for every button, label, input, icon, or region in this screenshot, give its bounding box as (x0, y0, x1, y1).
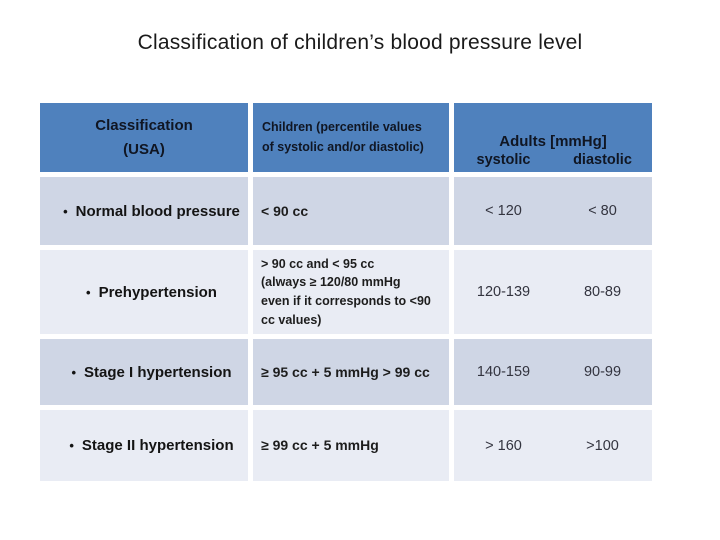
row-stage2-classification: • Stage II hypertension (40, 410, 248, 481)
page-title: Classification of children’s blood press… (137, 31, 583, 54)
bullet-icon: • (63, 203, 68, 219)
row-normal-classification: • Normal blood pressure (40, 177, 248, 245)
header-adults-title: Adults [mmHg] (499, 133, 607, 150)
row-stage2-adult-values: > 160 >100 (454, 410, 652, 481)
classification-label: Stage I hypertension (84, 363, 232, 381)
header-adults-subheaders: systolic diastolic (454, 152, 652, 168)
bullet-icon: • (71, 364, 76, 380)
bullet-icon: • (86, 284, 91, 300)
header-children-line1: Children (percentile values (262, 120, 422, 135)
bullet-icon: • (69, 438, 74, 453)
row-prehypertension-adult-values: 120-139 80-89 (454, 250, 652, 334)
row-stage1-adult-values: 140-159 90-99 (454, 339, 652, 405)
diastolic-value: 80-89 (583, 284, 622, 300)
header-classification: Classification (USA) (40, 103, 248, 172)
header-children: Children (percentile values of systolic … (253, 103, 449, 172)
header-systolic: systolic (476, 152, 531, 168)
row-prehypertension-classification: • Prehypertension (40, 250, 248, 334)
header-classification-line1: Classification (95, 116, 193, 134)
diastolic-value: < 80 (588, 203, 617, 219)
systolic-value: 120-139 (476, 284, 531, 300)
header-classification-line2: (USA) (123, 140, 165, 158)
row-stage2-children-value: ≥ 99 cc + 5 mmHg (253, 410, 449, 481)
classification-label: Normal blood pressure (75, 202, 240, 220)
row-normal-adult-values: < 120 < 80 (454, 177, 652, 245)
systolic-value: > 160 (485, 437, 522, 454)
diastolic-value: >100 (586, 437, 619, 454)
diastolic-value: 90-99 (583, 364, 622, 380)
header-diastolic: diastolic (573, 152, 632, 168)
row-stage1-children-value: ≥ 95 cc + 5 mmHg > 99 cc (253, 339, 449, 405)
classification-label: Prehypertension (98, 283, 217, 301)
header-adults: Adults [mmHg] systolic diastolic (454, 103, 652, 172)
systolic-value: < 120 (485, 203, 522, 219)
row-prehypertension-children-value: > 90 cc and < 95 cc (always ≥ 120/80 mmH… (253, 250, 449, 334)
systolic-value: 140-159 (476, 364, 531, 380)
classification-label: Stage II hypertension (81, 437, 234, 454)
header-children-line2: of systolic and/or diastolic) (262, 139, 424, 154)
row-stage1-classification: • Stage I hypertension (40, 339, 248, 405)
row-normal-children-value: < 90 cc (253, 177, 449, 245)
bp-table: Classification (USA) Children (percentil… (40, 103, 652, 481)
